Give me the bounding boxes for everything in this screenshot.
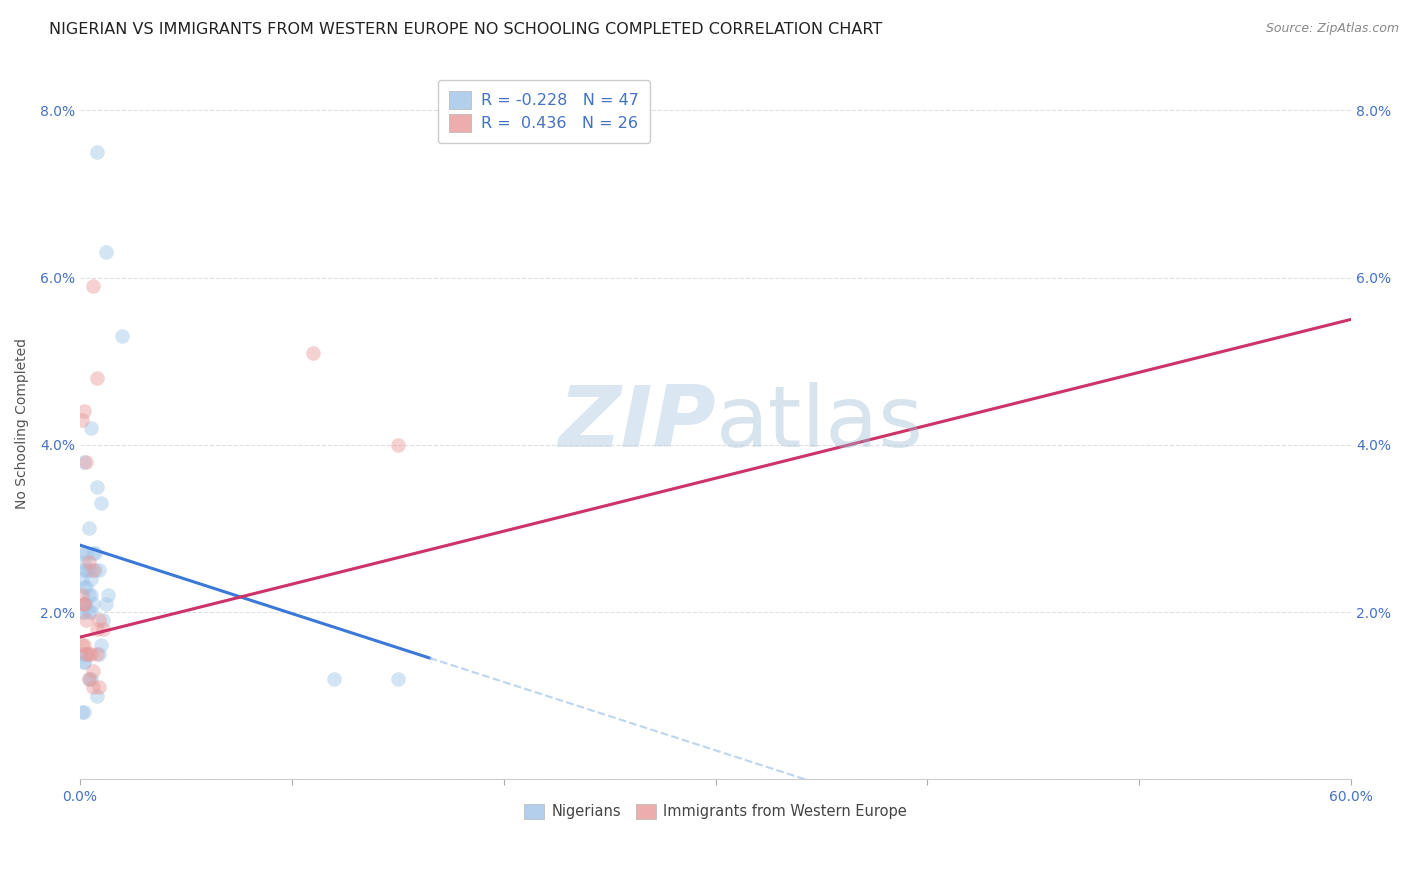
Point xyxy=(86,622,108,636)
Point xyxy=(82,279,104,293)
Point xyxy=(80,421,103,435)
Point xyxy=(86,689,108,703)
Point xyxy=(82,547,104,561)
Point xyxy=(77,672,100,686)
Point xyxy=(75,597,97,611)
Point xyxy=(93,614,115,628)
Point xyxy=(94,597,117,611)
Text: Source: ZipAtlas.com: Source: ZipAtlas.com xyxy=(1265,22,1399,36)
Point xyxy=(82,680,104,694)
Point xyxy=(86,371,108,385)
Point xyxy=(89,614,111,628)
Point xyxy=(89,563,111,577)
Point xyxy=(73,404,96,418)
Point xyxy=(387,438,409,452)
Point xyxy=(73,454,96,468)
Point xyxy=(70,588,93,602)
Text: atlas: atlas xyxy=(716,383,924,466)
Point xyxy=(70,605,93,619)
Point xyxy=(75,647,97,661)
Point xyxy=(73,563,96,577)
Point xyxy=(80,588,103,602)
Point xyxy=(77,588,100,602)
Point xyxy=(77,672,100,686)
Point xyxy=(302,346,325,360)
Point xyxy=(73,597,96,611)
Point xyxy=(73,655,96,669)
Point xyxy=(77,605,100,619)
Point xyxy=(323,672,346,686)
Point xyxy=(70,706,93,720)
Point xyxy=(82,597,104,611)
Point xyxy=(80,572,103,586)
Point xyxy=(84,547,107,561)
Point xyxy=(89,680,111,694)
Point xyxy=(82,563,104,577)
Point xyxy=(77,563,100,577)
Y-axis label: No Schooling Completed: No Schooling Completed xyxy=(15,338,30,509)
Point xyxy=(73,597,96,611)
Text: NIGERIAN VS IMMIGRANTS FROM WESTERN EUROPE NO SCHOOLING COMPLETED CORRELATION CH: NIGERIAN VS IMMIGRANTS FROM WESTERN EURO… xyxy=(49,22,883,37)
Point xyxy=(75,563,97,577)
Point xyxy=(86,480,108,494)
Point xyxy=(75,454,97,468)
Point xyxy=(77,555,100,569)
Legend: Nigerians, Immigrants from Western Europe: Nigerians, Immigrants from Western Europ… xyxy=(517,798,912,825)
Point xyxy=(80,605,103,619)
Point xyxy=(75,647,97,661)
Text: ZIP: ZIP xyxy=(558,383,716,466)
Point xyxy=(73,555,96,569)
Point xyxy=(73,706,96,720)
Point xyxy=(387,672,409,686)
Point xyxy=(70,639,93,653)
Point xyxy=(75,614,97,628)
Point xyxy=(86,145,108,160)
Point xyxy=(73,580,96,594)
Point xyxy=(90,639,112,653)
Point xyxy=(90,496,112,510)
Point xyxy=(77,521,100,535)
Point xyxy=(94,245,117,260)
Point xyxy=(80,647,103,661)
Point xyxy=(75,580,97,594)
Point xyxy=(84,563,107,577)
Point xyxy=(82,664,104,678)
Point xyxy=(97,588,120,602)
Point xyxy=(80,672,103,686)
Point xyxy=(70,647,93,661)
Point xyxy=(73,605,96,619)
Point xyxy=(70,413,93,427)
Point xyxy=(86,647,108,661)
Point xyxy=(111,329,134,343)
Point xyxy=(73,639,96,653)
Point xyxy=(93,622,115,636)
Point xyxy=(73,597,96,611)
Point xyxy=(70,572,93,586)
Point xyxy=(77,647,100,661)
Point xyxy=(70,547,93,561)
Point xyxy=(73,655,96,669)
Point xyxy=(89,647,111,661)
Point xyxy=(75,547,97,561)
